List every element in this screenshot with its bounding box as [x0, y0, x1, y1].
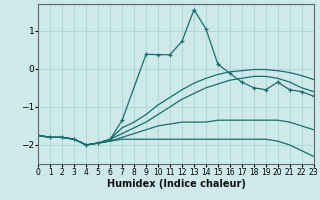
- X-axis label: Humidex (Indice chaleur): Humidex (Indice chaleur): [107, 179, 245, 189]
